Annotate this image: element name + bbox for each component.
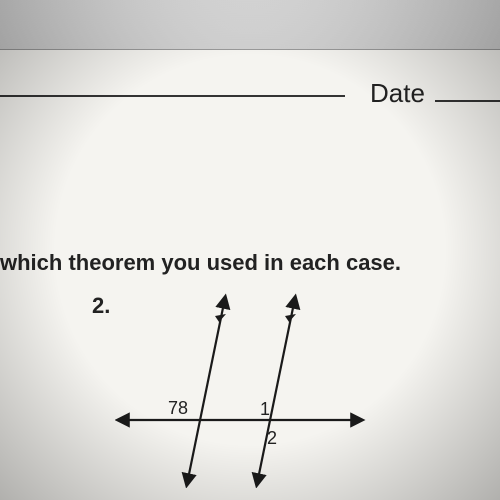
problem-number: 2.: [92, 293, 110, 319]
parallel-lines-svg: [115, 288, 385, 488]
date-blank-line: [435, 100, 500, 102]
browser-top-chrome: [0, 0, 500, 50]
worksheet-page: Date which theorem you used in each case…: [0, 50, 500, 500]
parallel-line-2: [257, 298, 295, 484]
geometry-diagram: 78 1 2: [115, 288, 385, 488]
instruction-text: which theorem you used in each case.: [0, 250, 401, 276]
date-field-area: Date: [370, 78, 500, 109]
angle-label-2: 2: [267, 428, 277, 449]
parallel-line-1: [187, 298, 225, 484]
angle-label-78: 78: [168, 398, 188, 419]
angle-label-1: 1: [260, 399, 270, 420]
date-label: Date: [370, 78, 425, 109]
name-blank-line: [0, 95, 345, 97]
